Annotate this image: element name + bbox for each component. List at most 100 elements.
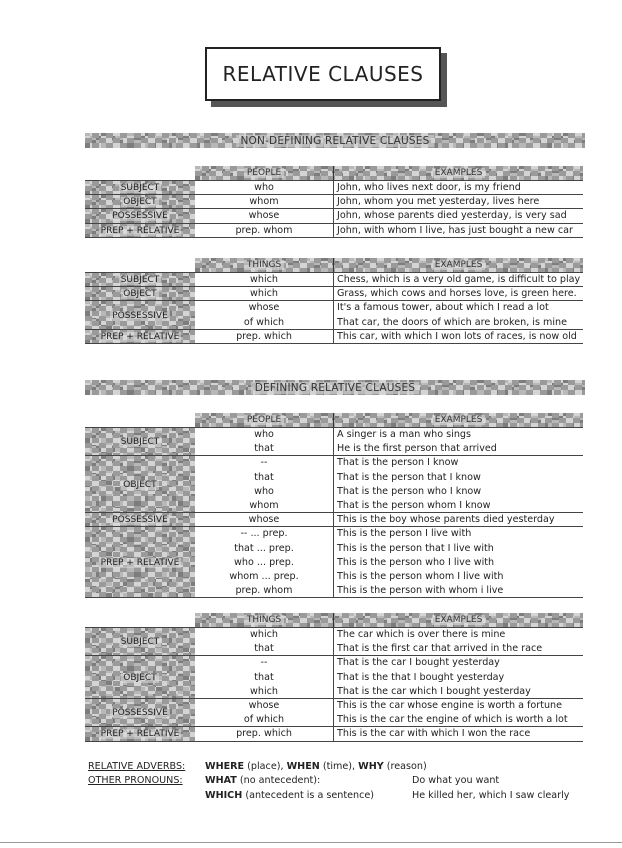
example-sentence: John, with whom I live, has just bought …: [337, 224, 573, 236]
row-group-possessive: POSSESSIVE whose This is the boy whose par…: [85, 512, 583, 528]
row-group-possessive: POSSESSIVE whose John, whose parents died …: [85, 208, 583, 224]
example-sentence: This is the boy whose parents died yeste…: [337, 514, 555, 526]
relative-pronoun: -- ... prep.: [195, 527, 334, 542]
row-label-text: OBJECT: [121, 672, 159, 683]
adverb-note: (place),: [247, 761, 284, 772]
column-heading: PEOPLE: [243, 415, 285, 425]
row-label-text: POSSESSIVE: [110, 310, 170, 321]
table-row: -- That is the person I know: [195, 456, 583, 471]
table-row: -- That is the car I bought yesterday: [195, 656, 583, 671]
relative-pronoun: whose: [195, 513, 334, 528]
table-row: which Grass, which cows and horses love, …: [195, 287, 583, 302]
example-sentence: This is the car the engine of which is w…: [337, 714, 568, 726]
relative-pronoun: who ... prep.: [195, 555, 334, 570]
relative-pronoun: --: [195, 656, 334, 671]
row-label: PREP + RELATIVE: [85, 223, 195, 238]
relative-pronoun: whom: [195, 195, 334, 210]
row-label-text: OBJECT: [121, 289, 159, 300]
header-col-3: EXAMPLES: [334, 613, 583, 627]
table-header: PEOPLE EXAMPLES: [195, 413, 583, 427]
example-sentence: It's a famous tower, about which I read …: [337, 302, 549, 314]
other-pronouns-label: OTHER PRONOUNS:: [88, 775, 183, 786]
header-col-2: PEOPLE: [195, 166, 334, 180]
relative-pronoun: prep. whom: [195, 584, 334, 599]
relative-pronoun: who: [195, 484, 334, 499]
relative-pronoun: that: [195, 442, 334, 457]
relative-adverbs-label: RELATIVE ADVERBS:: [88, 761, 186, 772]
example-sentence: Grass, which cows and horses love, is gr…: [337, 288, 577, 300]
row-label-text: SUBJECT: [118, 437, 162, 448]
header-col-3: EXAMPLES: [334, 166, 583, 180]
row-group-prep-relative: PREP + RELATIVE prep. which This car, with…: [85, 328, 583, 344]
row-label-text: POSSESSIVE: [110, 708, 170, 719]
row-label-text: SUBJECT: [118, 183, 162, 194]
relative-pronoun: of which: [195, 713, 334, 728]
table-row: whose John, whose parents died yesterday,…: [195, 209, 583, 224]
table-row: whom John, whom you met yesterday, lives …: [195, 195, 583, 210]
row-label-text: PREP + RELATIVE: [98, 557, 182, 568]
table-row: that ... prep. This is the person that I …: [195, 541, 583, 556]
example-sentence: This car, with which I won lots of races…: [337, 330, 577, 342]
row-label: POSSESSIVE: [85, 301, 195, 330]
example-sentence: That is the person that I know: [337, 471, 481, 483]
row-group-subject: SUBJECT who A singer is a man who sings tha…: [85, 427, 583, 457]
table-row: that That is the that I bought yesterday: [195, 670, 583, 685]
relative-pronoun: which: [195, 628, 334, 643]
row-group-possessive: POSSESSIVE whose It's a famous tower, abou…: [85, 300, 583, 330]
row-group-object: OBJECT -- That is the car I bought yesterd…: [85, 655, 583, 699]
column-heading: THINGS: [243, 615, 285, 625]
example-sentence: John, who lives next door, is my friend: [337, 182, 521, 193]
relative-pronoun: whose: [195, 699, 334, 714]
row-label-text: OBJECT: [121, 479, 159, 490]
table-header: THINGS EXAMPLES: [195, 613, 583, 627]
example-sentence: That is the person I know: [337, 457, 459, 469]
row-label-text: SUBJECT: [118, 637, 162, 648]
header-col-2: PEOPLE: [195, 413, 334, 427]
relative-pronoun: --: [195, 456, 334, 471]
row-group-prep-relative: PREP + RELATIVE -- ... prep. This is the p…: [85, 526, 583, 599]
example-sentence: A singer is a man who sings: [337, 429, 472, 440]
row-label: POSSESSIVE: [85, 513, 195, 528]
row-group-prep-relative: PREP + RELATIVE prep. which This is the ca…: [85, 726, 583, 742]
row-label: OBJECT: [85, 195, 195, 210]
row-label: OBJECT: [85, 456, 195, 514]
row-label-text: OBJECT: [121, 197, 159, 208]
example-sentence: He is the first person that arrived: [337, 443, 497, 455]
row-label-text: POSSESSIVE: [110, 515, 170, 526]
scan-edge-line: [0, 842, 622, 843]
relative-pronoun: prep. which: [195, 727, 334, 742]
column-heading: EXAMPLES: [431, 615, 486, 625]
table-row: whose This is the boy whose parents died …: [195, 513, 583, 528]
example-sentence: John, whom you met yesterday, lives here: [337, 196, 540, 208]
row-label: OBJECT: [85, 287, 195, 302]
row-group-subject: SUBJECT who John, who lives next door, is …: [85, 180, 583, 196]
table-row: who A singer is a man who sings: [195, 428, 583, 443]
row-group-prep-relative: PREP + RELATIVE prep. whom John, with whom…: [85, 222, 583, 238]
adverb-word: WHEN: [286, 761, 320, 772]
table-row: who ... prep. This is the person who I li…: [195, 555, 583, 570]
header-col-3: EXAMPLES: [334, 258, 583, 272]
example-sentence: That is the car I bought yesterday: [337, 657, 500, 669]
pronoun-word: WHAT: [205, 775, 237, 786]
relative-pronoun: who: [195, 181, 334, 196]
example-sentence: This is the person that I live with: [337, 542, 494, 554]
column-heading: THINGS: [243, 260, 285, 270]
table-row: -- ... prep. This is the person I live wi…: [195, 527, 583, 542]
relative-pronoun: prep. whom: [195, 223, 334, 238]
table-row: that That is the first car that arrived i…: [195, 642, 583, 657]
relative-pronoun: which: [195, 684, 334, 699]
adverb-note: (time),: [322, 761, 356, 772]
header-col-3: EXAMPLES: [334, 413, 583, 427]
pronoun-example: Do what you want: [412, 775, 500, 786]
table-row: prep. whom This is the person with whom i…: [195, 584, 583, 599]
example-sentence: That is the person who I know: [337, 485, 482, 497]
row-group-object: OBJECT whom John, whom you met yesterday, …: [85, 194, 583, 210]
table-header: PEOPLE EXAMPLES: [195, 166, 583, 180]
example-sentence: Chess, which is a very old game, is diff…: [337, 274, 581, 285]
section-heading: NON-DEFINING RELATIVE CLAUSES: [236, 134, 434, 147]
table-bottom-rule: [85, 740, 583, 742]
row-group-possessive: POSSESSIVE whose This is the car whose eng…: [85, 698, 583, 728]
pronoun-note: (antecedent is a sentence): [245, 790, 375, 801]
adverb-word: WHERE: [205, 761, 245, 772]
relative-pronoun: who: [195, 428, 334, 443]
